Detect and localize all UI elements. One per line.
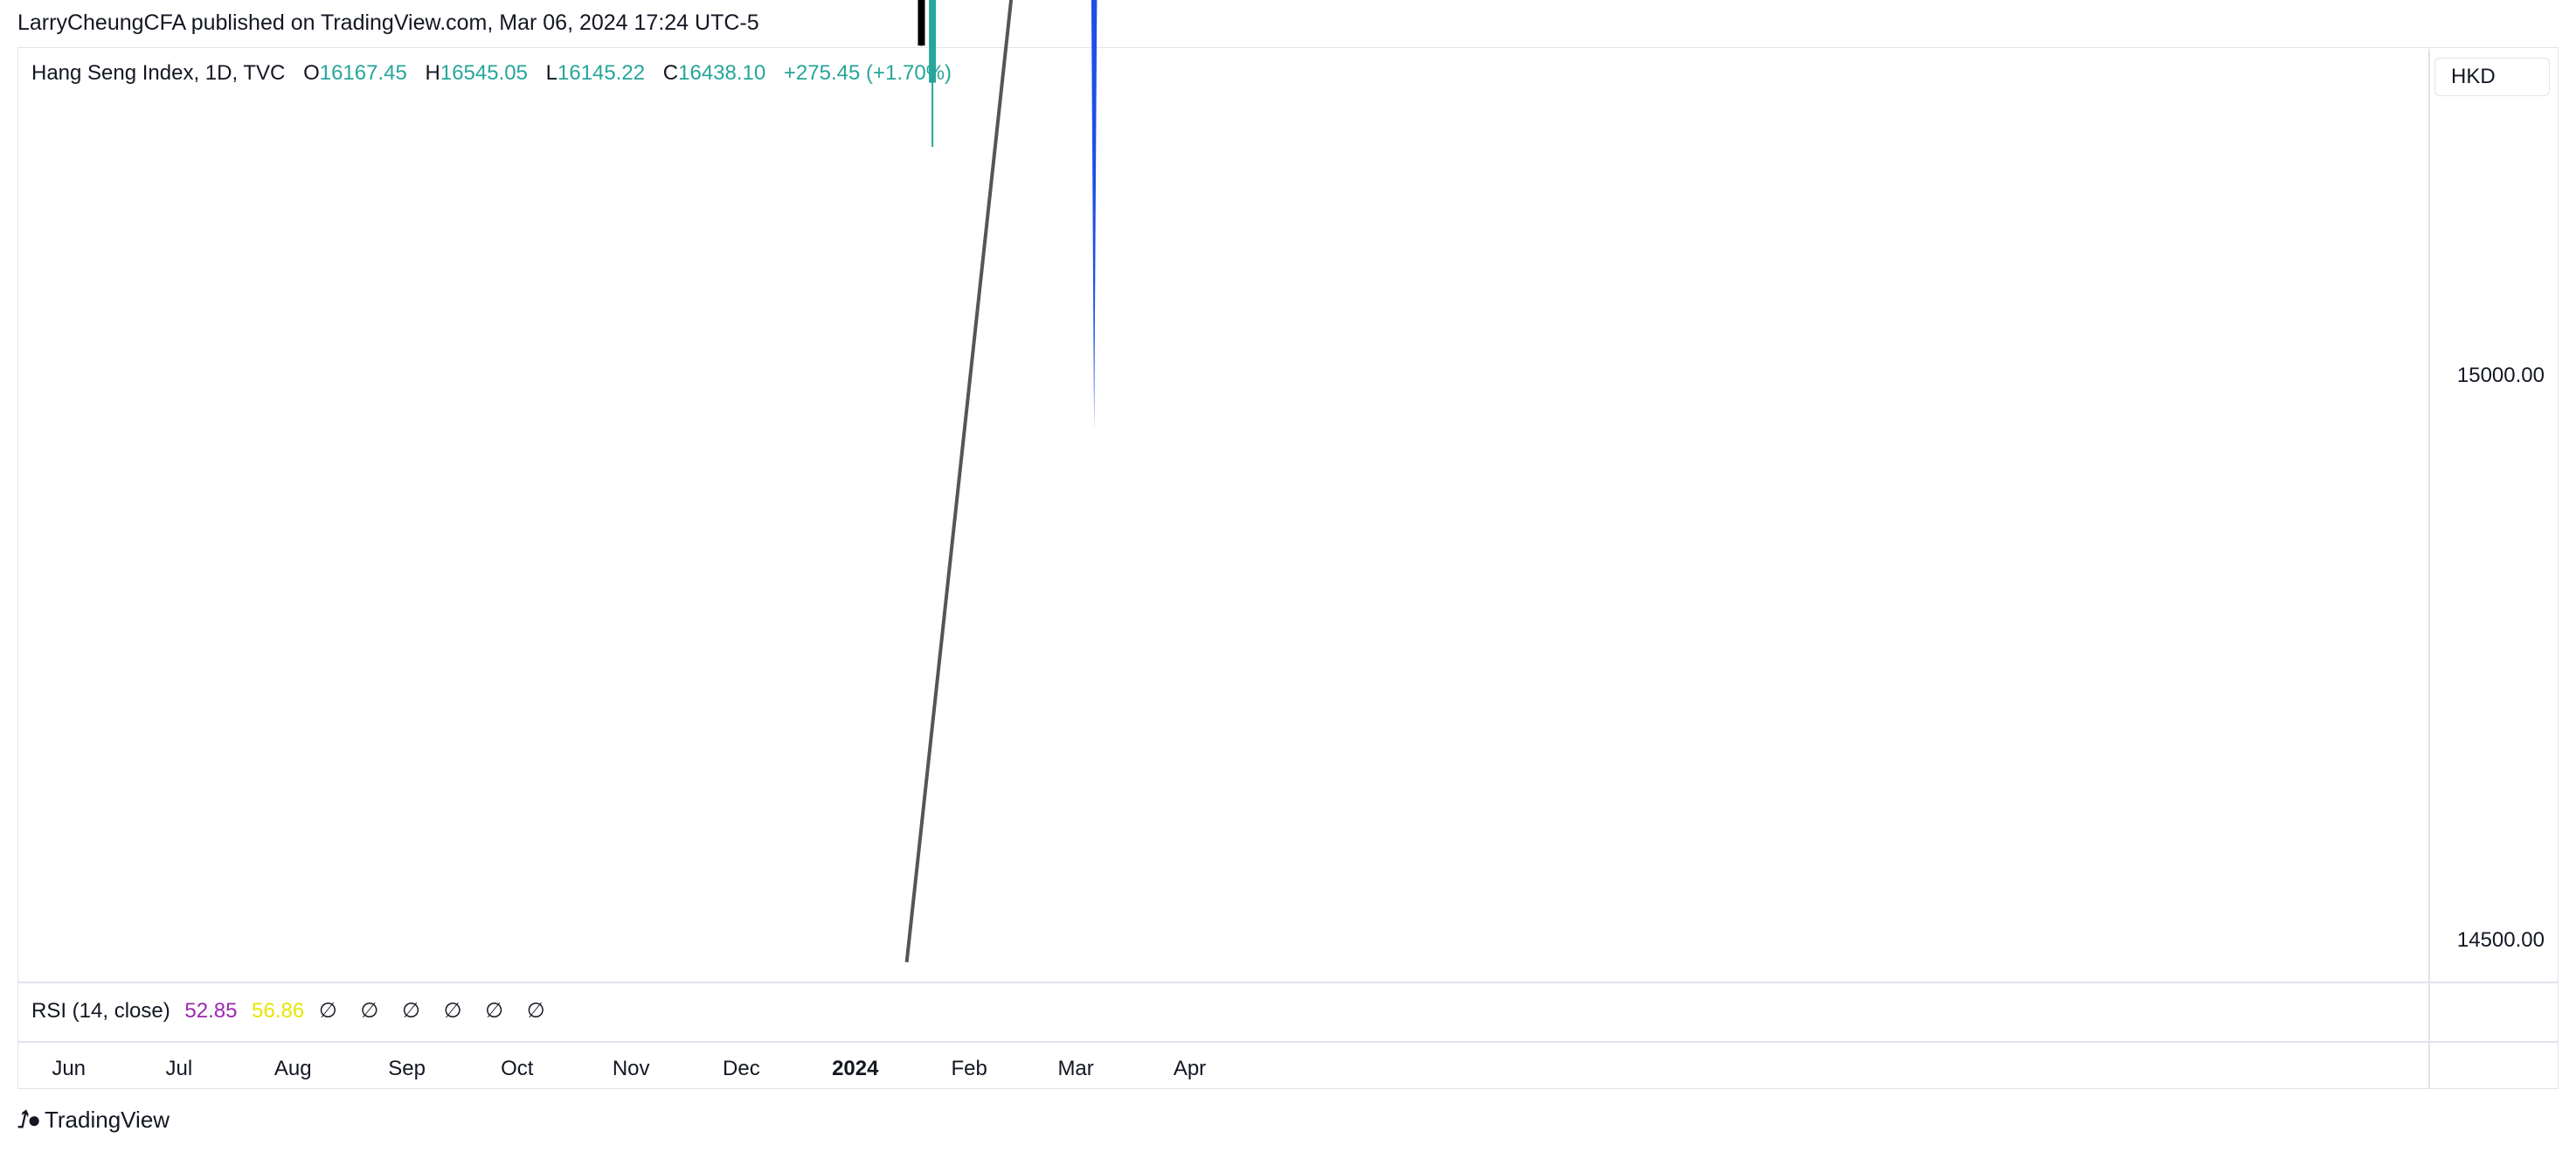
x-tick-label: Aug [274,1057,312,1080]
x-tick-label: Jul [166,1057,193,1080]
x-tick-label: Dec [723,1057,760,1080]
open-value: 16167.45 [319,61,407,85]
x-tick-label: Mar [1057,1057,1093,1080]
x-tick-label: Feb [951,1057,987,1080]
tradingview-logo-icon: ⭜● [17,1107,41,1133]
rsi-empty-values: ∅ ∅ ∅ ∅ ∅ ∅ [318,999,554,1023]
chart-frame [17,47,2559,1089]
x-tick-label: Apr [1174,1057,1206,1080]
high-label: H [425,61,440,85]
symbol-title: Hang Seng Index, 1D, TVC [31,61,286,85]
up-arrow-icon [1091,0,1098,432]
rsi-legend: RSI (14, close) 52.85 56.86 ∅ ∅ ∅ ∅ ∅ ∅ [31,998,554,1024]
rsi-value: 52.85 [184,999,238,1023]
tradingview-brand[interactable]: ⭜● TradingView [17,1107,170,1134]
rsi-label: RSI (14, close) [31,999,170,1023]
x-tick-label: Nov [613,1057,650,1080]
change-value: +275.45 (+1.70%) [783,61,952,85]
x-tick-label: Sep [388,1057,426,1080]
high-value: 16545.05 [440,61,528,85]
rsi-ma-value: 56.86 [252,999,305,1023]
symbol-legend: Hang Seng Index, 1D, TVC O16167.45 H1654… [31,61,952,86]
close-value: 16438.10 [678,61,766,85]
y-tick-label: 15000.00 [2457,364,2545,387]
brand-name: TradingView [44,1107,170,1133]
close-label: C [662,61,679,85]
x-tick-label: Oct [501,1057,534,1080]
currency-selector[interactable]: HKD [2434,58,2550,96]
candle-body [918,0,925,46]
channel-lower-line [904,0,1014,963]
x-tick-label: 2024 [832,1057,879,1080]
y-tick-label: 14500.00 [2457,928,2545,952]
low-label: L [545,61,557,85]
publisher-line: LarryCheungCFA published on TradingView.… [17,10,759,35]
x-tick-label: Jun [52,1057,86,1080]
candle-body [929,0,937,83]
open-label: O [303,61,320,85]
low-value: 16145.22 [557,61,646,85]
